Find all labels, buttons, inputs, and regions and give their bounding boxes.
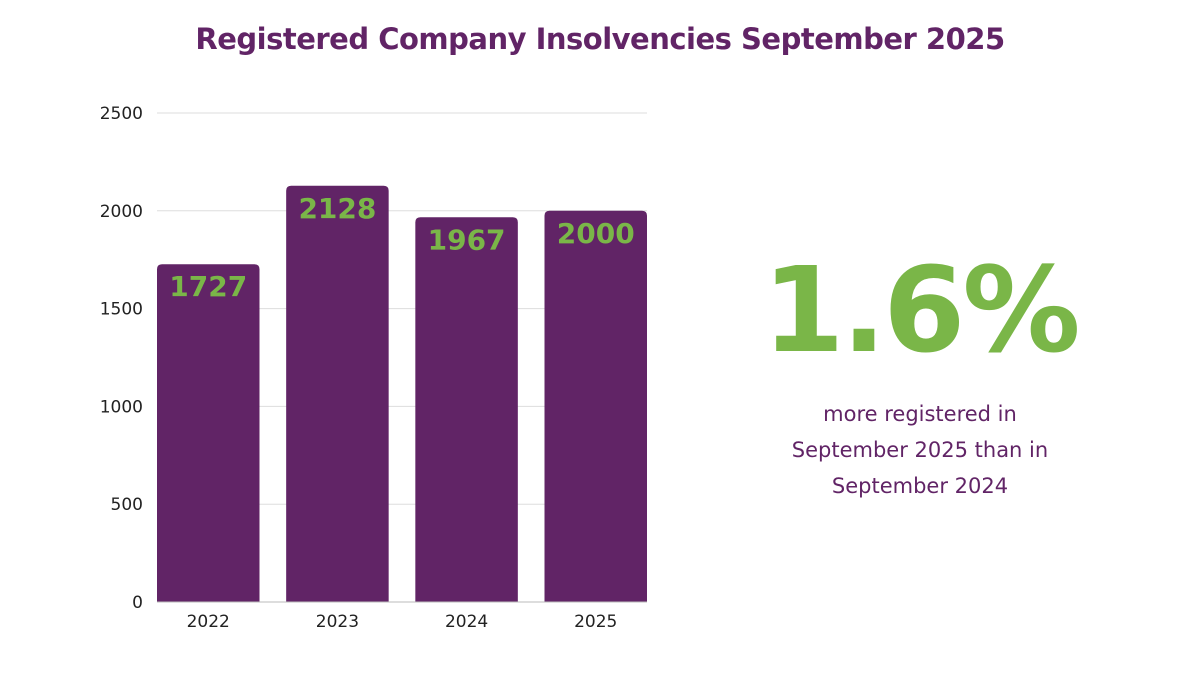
x-tick-label: 2023 <box>316 612 359 632</box>
y-tick-label: 500 <box>111 495 143 515</box>
caption-line: September 2025 than in <box>791 438 1049 462</box>
x-tick-label: 2025 <box>574 612 617 632</box>
bar-2025 <box>544 210 647 603</box>
caption-line: September 2024 <box>831 474 1009 498</box>
bar-value-label: 1967 <box>428 223 506 256</box>
bar-value-label: 2128 <box>298 192 376 225</box>
x-tick-label: 2022 <box>187 612 230 632</box>
y-tick-label: 0 <box>132 593 143 613</box>
bar-value-label: 1727 <box>169 270 247 303</box>
highlight-caption: more registered in September 2025 than i… <box>730 396 1110 504</box>
y-tick-label: 2000 <box>100 202 143 222</box>
x-axis-ticks: 2022 2023 2024 2025 <box>187 612 618 632</box>
bar-chart: 0 500 1000 1500 2000 2500 1727 2128 1967 2000 20… <box>100 104 647 632</box>
highlight-value: 1.6% <box>762 241 1080 379</box>
y-axis-ticks: 0 500 1000 1500 2000 2500 <box>100 104 143 613</box>
chart-title: Registered Company Insolvencies Septembe… <box>195 22 1005 56</box>
highlight-stat: 1.6% more registered in September 2025 t… <box>730 250 1110 504</box>
y-tick-label: 1000 <box>100 397 143 417</box>
x-tick-label: 2024 <box>445 612 488 632</box>
caption-line: more registered in <box>823 402 1017 426</box>
y-tick-label: 1500 <box>100 300 143 320</box>
bar-2023 <box>286 185 389 603</box>
bar-2024 <box>415 217 518 602</box>
bar-2022 <box>157 264 260 602</box>
bar-value-label: 2000 <box>557 217 635 250</box>
bars <box>157 185 647 603</box>
y-tick-label: 2500 <box>100 104 143 124</box>
bar-value-labels: 1727 2128 1967 2000 <box>169 192 634 303</box>
